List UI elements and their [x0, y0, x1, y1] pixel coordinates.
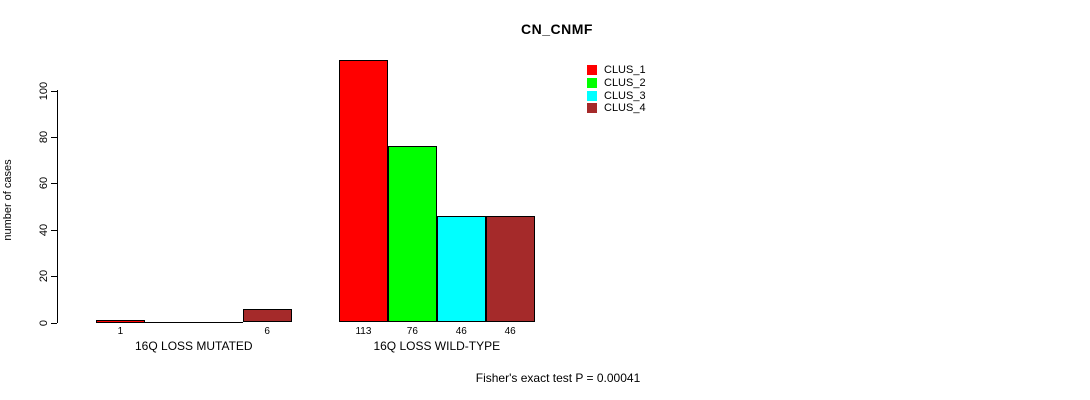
- bar-mutated-clus-3: [193, 321, 243, 323]
- legend-label-clus-1: CLUS_1: [604, 64, 646, 76]
- bar-value-label: 46: [455, 326, 467, 337]
- legend-swatch-clus-1: [587, 65, 597, 75]
- bar-wildtype-clus-2: [387, 146, 437, 323]
- y-tick: [51, 229, 57, 231]
- bar-wildtype-clus-1: [339, 60, 388, 323]
- bar-wildtype-clus-3: [436, 215, 486, 323]
- y-tick: [51, 136, 57, 138]
- y-tick: [51, 90, 57, 92]
- chart-title: CN_CNMF: [521, 21, 593, 37]
- bar-value-label: 6: [264, 326, 270, 337]
- y-axis-line: [57, 90, 58, 323]
- y-tick: [51, 322, 57, 324]
- category-label-mutated: 16Q LOSS MUTATED: [135, 339, 253, 353]
- category-label-wildtype: 16Q LOSS WILD-TYPE: [373, 339, 501, 353]
- bar-value-label: 1: [117, 326, 124, 337]
- bar-value-label: 76: [406, 326, 418, 337]
- bar-wildtype-clus-4: [485, 215, 535, 323]
- bar-mutated-clus-2: [144, 321, 194, 323]
- legend-label-clus-2: CLUS_2: [604, 76, 646, 89]
- legend-swatch-clus-3: [587, 90, 597, 101]
- legend-swatch-clus-4: [587, 103, 597, 114]
- bar-mutated-clus-1: [96, 319, 145, 323]
- y-tick: [51, 183, 57, 185]
- legend-label-clus-3: CLUS_3: [604, 89, 646, 102]
- bar-mutated-clus-4: [242, 308, 292, 323]
- bar-value-label: 46: [504, 326, 516, 337]
- legend-label-clus-4: CLUS_4: [604, 102, 646, 115]
- legend-swatch-clus-2: [587, 77, 597, 88]
- fisher-test-annotation: Fisher's exact test P = 0.00041: [475, 371, 641, 385]
- bar-value-label: 113: [355, 326, 372, 337]
- y-tick: [51, 276, 57, 278]
